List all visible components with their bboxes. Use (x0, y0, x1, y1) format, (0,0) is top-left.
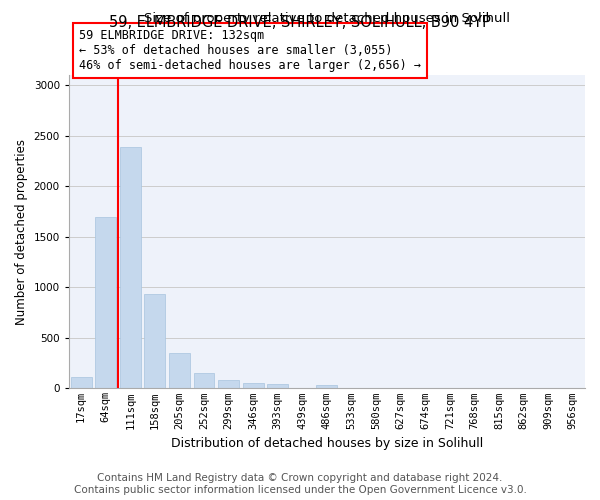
Text: 59 ELMBRIDGE DRIVE: 132sqm
← 53% of detached houses are smaller (3,055)
46% of s: 59 ELMBRIDGE DRIVE: 132sqm ← 53% of deta… (79, 29, 421, 72)
Bar (194, 373, 214, 388)
Bar (243, 383, 263, 388)
Text: Contains HM Land Registry data © Crown copyright and database right 2024.
Contai: Contains HM Land Registry data © Crown c… (74, 474, 526, 495)
Bar (316, 385, 337, 388)
Bar (145, 294, 166, 388)
Bar (268, 384, 288, 388)
Bar (120, 147, 141, 388)
Text: 59, ELMBRIDGE DRIVE, SHIRLEY, SOLIHULL, B90 4YP: 59, ELMBRIDGE DRIVE, SHIRLEY, SOLIHULL, … (109, 15, 491, 30)
Bar (95, 216, 116, 388)
X-axis label: Distribution of detached houses by size in Solihull: Distribution of detached houses by size … (171, 437, 483, 450)
Bar (71, 377, 92, 388)
Bar (218, 380, 239, 388)
Title: Size of property relative to detached houses in Solihull: Size of property relative to detached ho… (144, 12, 510, 25)
Y-axis label: Number of detached properties: Number of detached properties (15, 138, 28, 324)
Bar (169, 353, 190, 388)
